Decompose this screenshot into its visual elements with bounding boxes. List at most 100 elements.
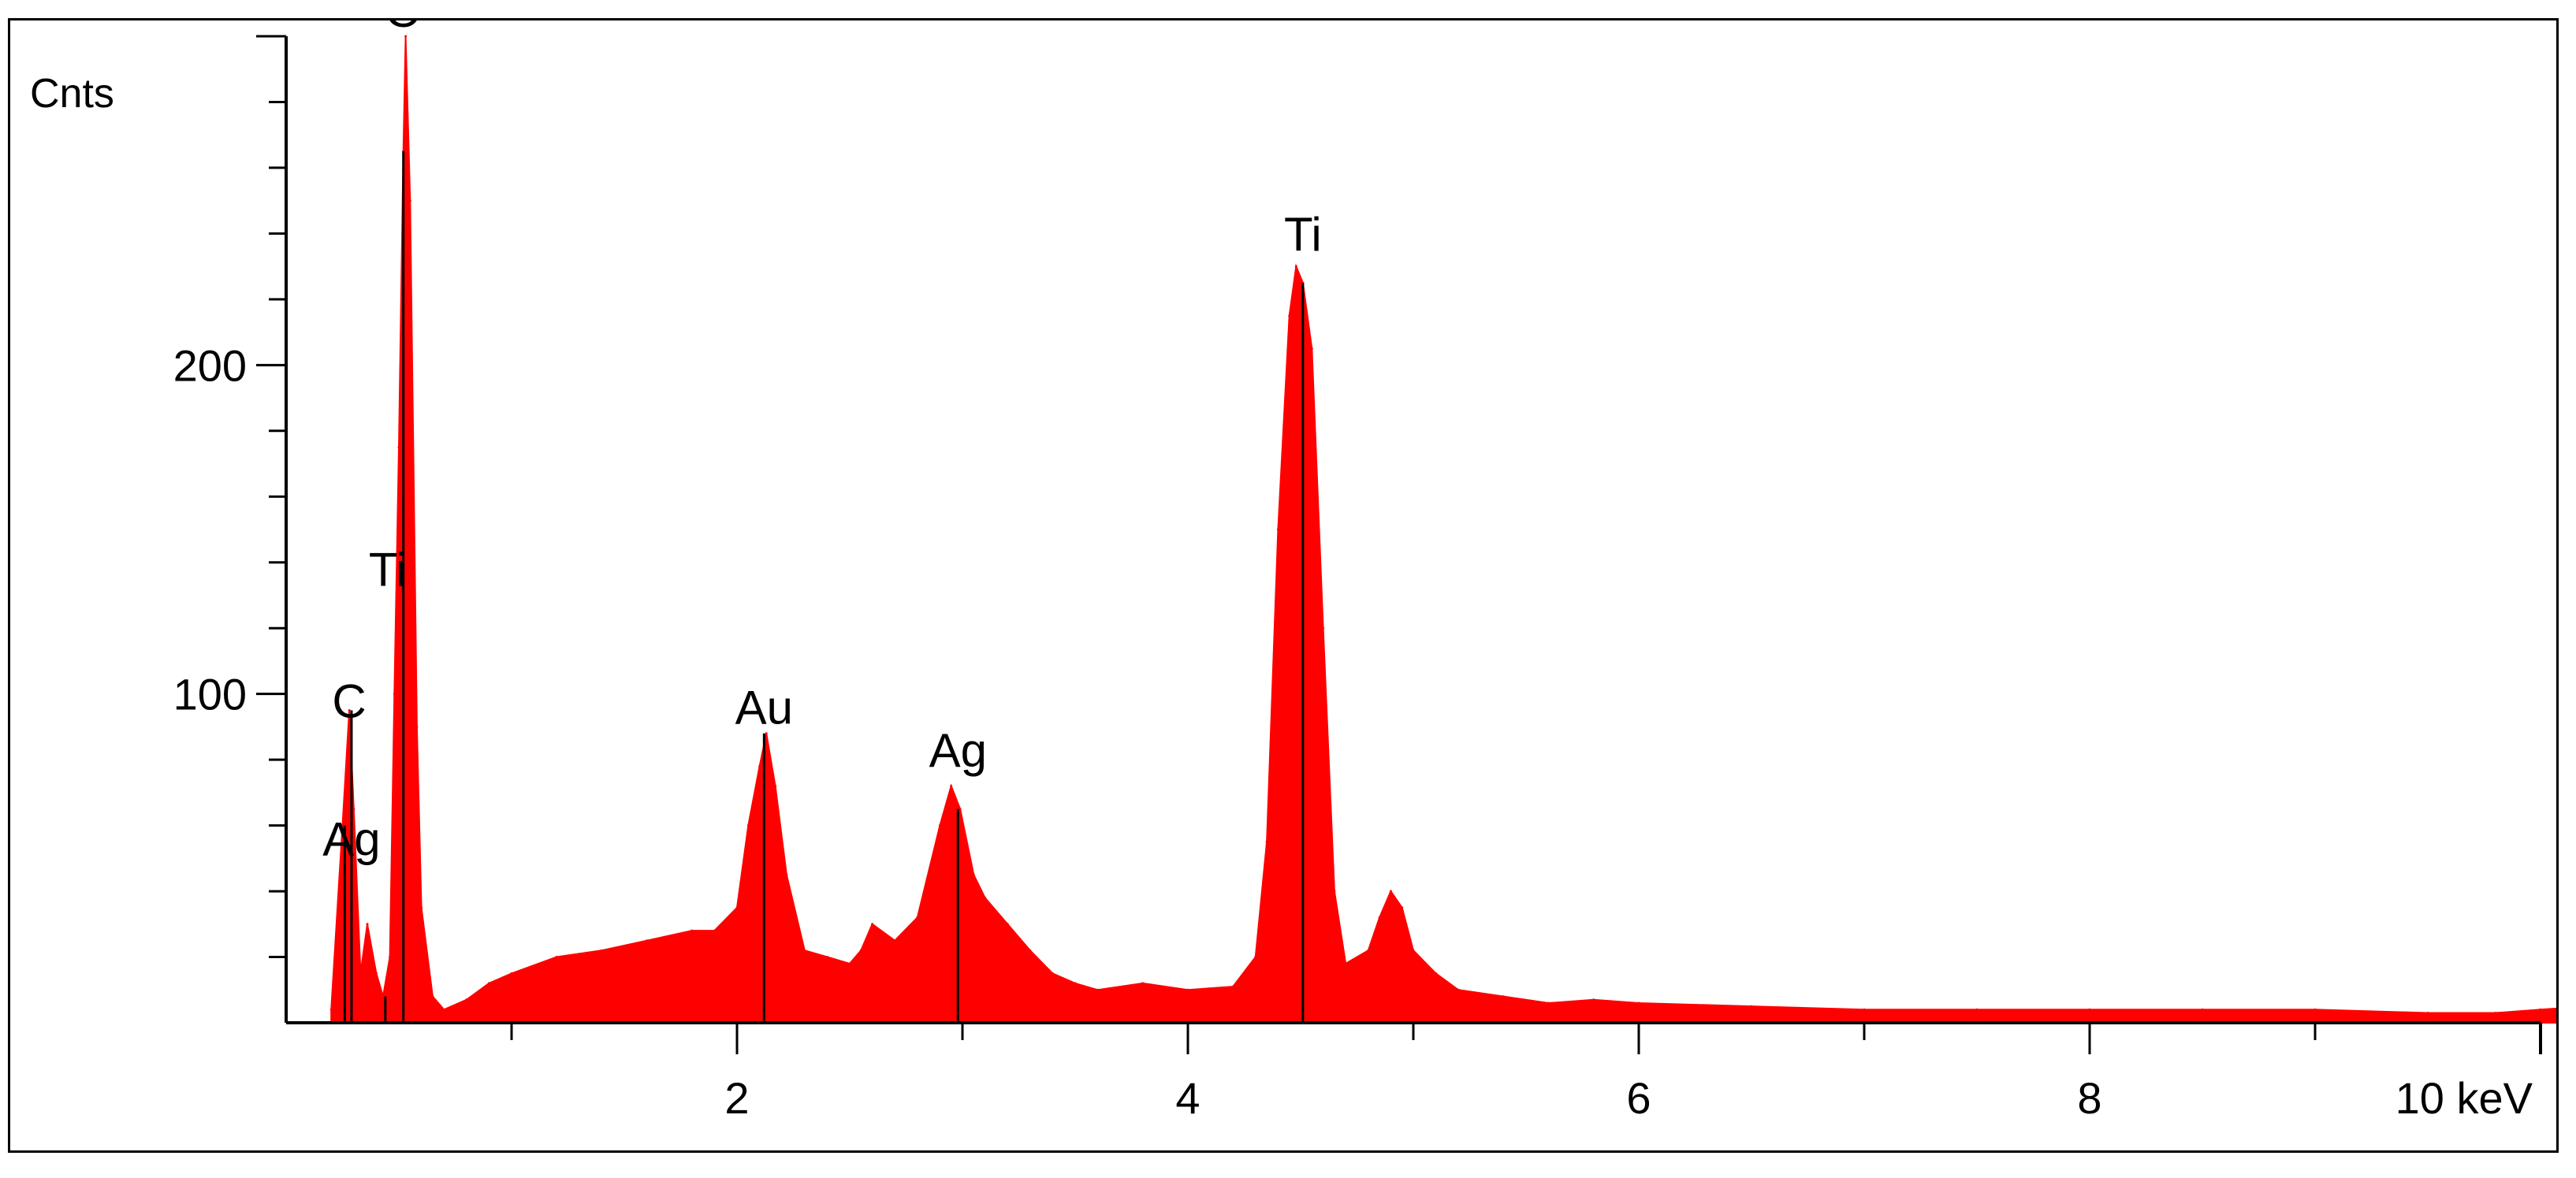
spectrum-point	[487, 982, 490, 985]
x-tick-label: 6	[1626, 1073, 1651, 1123]
peak-label-group: OTiCAgAuAgTiAu	[322, 20, 1321, 866]
peak-label: O	[385, 20, 422, 37]
spectrum-point	[1051, 972, 1054, 975]
spectrum-point	[404, 35, 408, 38]
spectrum-point	[442, 1008, 445, 1011]
spectrum-point	[2539, 1008, 2542, 1011]
x-tick-label: 8	[2077, 1073, 2101, 1123]
spectrum-point	[735, 906, 739, 909]
spectrum-point	[1367, 949, 1370, 952]
x-tick-label: 10 keV	[2395, 1073, 2533, 1123]
spectrum-point	[1029, 949, 1032, 952]
tick-label-group: 2 4 6 8 10 keV 100 200	[173, 340, 2533, 1123]
spectrum-point	[329, 1008, 333, 1011]
spectrum-point	[1502, 995, 1505, 998]
y-tick-label: 100	[173, 670, 247, 719]
peak-label: Au	[735, 682, 793, 734]
peak-label: C	[332, 674, 366, 727]
spectrum-point	[950, 785, 953, 787]
spectrum-point	[765, 732, 768, 735]
peak-label: Ag	[322, 813, 380, 866]
spectrum-point	[2314, 1008, 2317, 1011]
spectrum-point	[646, 939, 649, 942]
spectrum-point	[1389, 890, 1392, 893]
spectrum-point	[774, 785, 777, 787]
spectrum-point	[555, 956, 558, 958]
spectrum-point	[1231, 985, 1234, 988]
spectrum-point	[1254, 956, 1257, 958]
spectrum-point	[893, 939, 896, 942]
spectrum-point	[758, 765, 761, 767]
spectrum-point	[1457, 988, 1460, 991]
spectrum-point	[397, 446, 400, 449]
spectrum-point	[359, 972, 362, 975]
spectrum-point	[1401, 906, 1404, 909]
spectrum-area-group	[329, 35, 2556, 1024]
spectrum-point	[352, 808, 356, 811]
spectrum-point	[1344, 962, 1347, 965]
spectrum-point	[431, 995, 434, 998]
spectrum-point	[972, 873, 975, 876]
spectrum-point	[1378, 916, 1381, 919]
axes-group	[285, 36, 2542, 1054]
spectrum-point	[1412, 949, 1415, 952]
spectrum-point	[803, 949, 806, 952]
spectrum-point	[1294, 265, 1297, 268]
spectrum-point	[1637, 1001, 1640, 1005]
spectrum-point	[1863, 1008, 1866, 1011]
spectrum-point	[2494, 1012, 2497, 1014]
spectrum-point	[1975, 1008, 1979, 1011]
spectrum-point	[916, 916, 919, 919]
spectrum-point	[2426, 1012, 2429, 1014]
spectrum-point	[2088, 1008, 2091, 1011]
spectrum-point	[341, 824, 344, 827]
spectrum-point	[600, 949, 603, 952]
spectrum-point	[1074, 982, 1077, 985]
spectrum-point	[510, 972, 513, 975]
spectrum-point	[415, 725, 419, 728]
spectrum-point	[746, 824, 750, 827]
peak-marker-lines	[343, 151, 1305, 1023]
tick-group	[256, 35, 2542, 1054]
spectrum-point	[2201, 1008, 2204, 1011]
spectrum-point	[389, 956, 392, 958]
spectrum-point	[1265, 841, 1268, 843]
spectrum-area	[330, 35, 2556, 1024]
spectrum-point	[1333, 890, 1336, 893]
spectrum-point	[348, 709, 351, 712]
spectrum-point	[1141, 982, 1145, 985]
spectrum-point	[1310, 347, 1313, 350]
spectrum-point	[859, 949, 862, 952]
spectrum-point	[1322, 626, 1325, 630]
spectrum-point	[420, 906, 423, 909]
spectrum-point	[1435, 972, 1438, 975]
peak-label: Ag	[929, 724, 987, 777]
spectrum-point	[713, 929, 716, 932]
spectrum-point	[848, 962, 851, 965]
spectrum-point	[1186, 988, 1189, 991]
x-tick-label: 4	[1175, 1073, 1200, 1123]
spectrum-point	[938, 824, 941, 827]
spectrum-point	[871, 923, 874, 926]
y-tick-label: 200	[173, 340, 247, 390]
spectrum-point	[408, 199, 411, 203]
spectrum-point	[1288, 314, 1291, 318]
spectrum-point	[691, 929, 694, 932]
spectrum-point	[465, 998, 468, 1001]
y-axis-label: Cnts	[30, 71, 114, 117]
spectrum-point	[382, 995, 385, 998]
spectrum-point	[1276, 528, 1279, 531]
spectrum-point	[825, 956, 828, 958]
spectrum-point	[393, 693, 396, 696]
spectrum-point	[785, 873, 788, 876]
peak-label: Ti	[369, 543, 407, 596]
spectrum-point	[1096, 988, 1100, 991]
x-tick-label: 2	[724, 1073, 749, 1123]
spectrum-point	[1006, 923, 1009, 926]
spectrum-point	[1592, 998, 1595, 1001]
spectrum-point	[374, 972, 378, 975]
spectrum-point	[984, 896, 987, 899]
spectrum-point	[1547, 1001, 1550, 1005]
